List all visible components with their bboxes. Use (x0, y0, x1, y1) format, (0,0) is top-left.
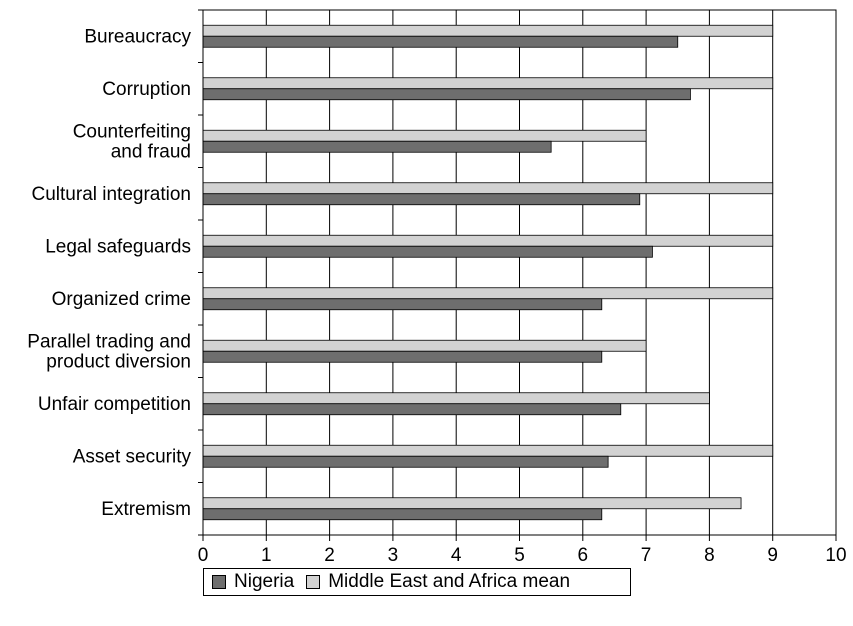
category-label-line: Extremism (101, 499, 191, 520)
bar-mea-mean (202, 339, 647, 352)
bar-nigeria (202, 193, 641, 206)
x-tick-label: 8 (704, 545, 715, 566)
category-label-line: Asset security (73, 446, 192, 467)
category-label-line: Corruption (102, 79, 191, 100)
x-tick-label: 6 (578, 545, 589, 566)
bar-mea-mean (202, 497, 742, 510)
legend-swatch-nigeria (212, 575, 226, 589)
bar-nigeria (202, 403, 622, 416)
bar-mea-mean (202, 129, 647, 142)
x-tick-label: 10 (825, 545, 846, 566)
category-label-line: Parallel trading and (27, 331, 191, 352)
category-label-line: Counterfeiting (73, 121, 191, 142)
bar-nigeria (202, 350, 603, 363)
chart-legend: Nigeria Middle East and Africa mean (203, 568, 631, 596)
category-label: Legal safeguards (45, 236, 191, 257)
bar-mea-mean (202, 24, 774, 37)
category-label-line: and fraud (111, 141, 191, 162)
category-label: Parallel trading and product diversion (27, 331, 191, 372)
bar-mea-mean (202, 444, 774, 457)
bar-mea-mean (202, 392, 710, 405)
bar-mea-mean (202, 77, 774, 90)
category-label: Cultural integration (32, 184, 191, 205)
legend-swatch-mea-mean (306, 575, 321, 589)
category-label: Organized crime (52, 289, 191, 310)
category-label-line: Bureaucracy (84, 26, 191, 47)
x-tick-label: 5 (514, 545, 525, 566)
x-tick-label: 2 (324, 545, 335, 566)
category-label-line: Unfair competition (38, 394, 191, 415)
category-label: Bureaucracy (84, 26, 191, 47)
x-tick-label: 7 (641, 545, 652, 566)
category-label: Unfair competition (38, 394, 191, 415)
bar-nigeria (202, 35, 679, 48)
bar-mea-mean (202, 234, 774, 247)
bar-nigeria (202, 508, 603, 521)
category-label: Corruption (102, 79, 191, 100)
x-tick-label: 0 (198, 545, 209, 566)
category-label: Extremism (101, 499, 191, 520)
x-tick-label: 3 (388, 545, 399, 566)
category-label: Asset security (73, 446, 192, 467)
category-label-line: Cultural integration (32, 184, 191, 205)
legend-label-nigeria: Nigeria (234, 571, 295, 592)
category-label: Counterfeiting and fraud (73, 121, 191, 162)
bar-mea-mean (202, 287, 774, 300)
bar-nigeria (202, 298, 603, 311)
legend-label-mea-mean: Middle East and Africa mean (328, 571, 571, 592)
bar-mea-mean (202, 182, 774, 195)
bar-nigeria (202, 455, 609, 468)
category-label-line: Legal safeguards (45, 236, 191, 257)
x-tick-label: 1 (261, 545, 272, 566)
x-tick-label: 9 (767, 545, 778, 566)
bar-nigeria (202, 140, 552, 153)
bar-nigeria (202, 245, 653, 258)
legend-item-mea-mean: Middle East and Africa mean (306, 571, 570, 593)
category-label-line: Organized crime (52, 289, 191, 310)
category-label-line: product diversion (46, 351, 191, 372)
bar-nigeria (202, 88, 691, 101)
legend-item-nigeria: Nigeria (212, 571, 294, 593)
x-tick-label: 4 (451, 545, 462, 566)
